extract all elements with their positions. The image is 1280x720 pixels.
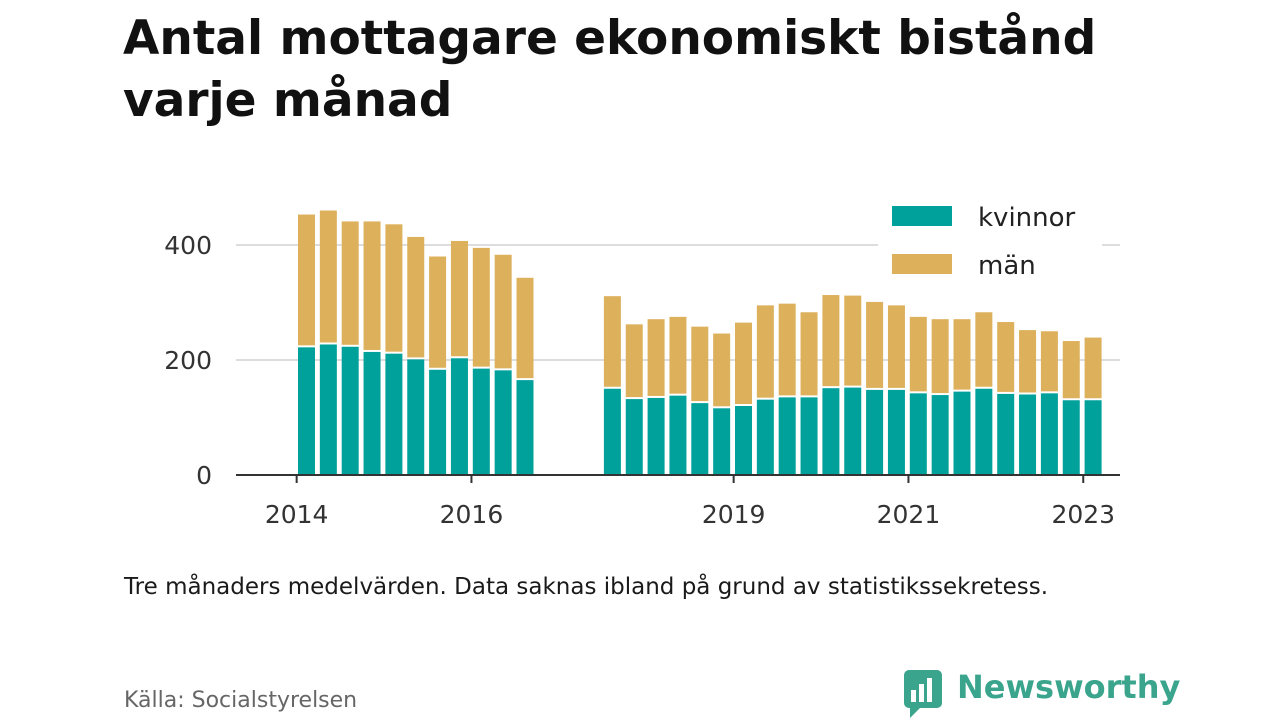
legend-swatch-man: [892, 254, 952, 274]
bar-kvinnor: [407, 359, 425, 475]
bar-kvinnor: [1084, 400, 1102, 475]
bar-man: [975, 312, 993, 387]
bar-man: [713, 333, 731, 407]
bar-kvinnor: [450, 358, 468, 475]
source-label: Källa: Socialstyrelsen: [124, 688, 358, 713]
bar-kvinnor: [472, 368, 490, 475]
y-tick-label: 0: [196, 461, 212, 490]
bar-kvinnor: [931, 395, 949, 475]
bar-man: [800, 312, 818, 396]
y-tick-label: 400: [164, 231, 212, 260]
x-tick-label: 2014: [265, 500, 329, 529]
bar-man: [450, 240, 468, 357]
bar-kvinnor: [866, 389, 884, 475]
bar-kvinnor: [669, 395, 687, 475]
bar-man: [1062, 341, 1080, 399]
bar-man: [756, 305, 774, 398]
bar-man: [953, 319, 971, 390]
bar-kvinnor: [975, 388, 993, 475]
bar-kvinnor: [800, 397, 818, 475]
bar-man: [429, 256, 447, 368]
axes: 0 200 400 2014 2016 2019 2021 2023: [164, 231, 1120, 529]
bar-kvinnor: [625, 399, 643, 475]
bar-kvinnor: [953, 391, 971, 475]
bar-kvinnor: [516, 380, 534, 475]
bar-series: [298, 210, 1102, 475]
bar-man: [691, 326, 709, 402]
bar-man: [319, 210, 337, 343]
bar-man: [931, 319, 949, 394]
x-tick-label: 2021: [877, 500, 941, 529]
chart-note: Tre månaders medelvärden. Data saknas ib…: [124, 574, 1049, 600]
bar-kvinnor: [385, 353, 403, 475]
bar-man: [472, 247, 490, 367]
chart-title: Antal mottagare ekonomiskt bistånd varje…: [123, 11, 1097, 128]
bar-man: [778, 303, 796, 396]
bar-kvinnor: [298, 347, 315, 475]
bar-kvinnor: [1062, 400, 1080, 475]
bar-kvinnor: [778, 397, 796, 475]
bar-kvinnor: [603, 388, 621, 475]
legend-label-man: män: [978, 251, 1036, 281]
bar-kvinnor: [319, 344, 337, 475]
bar-kvinnor: [691, 403, 709, 475]
bar-man: [887, 305, 905, 388]
bar-kvinnor: [341, 346, 359, 475]
y-tick-label: 200: [164, 346, 212, 375]
bar-man: [298, 214, 315, 346]
bar-kvinnor: [429, 369, 447, 475]
bar-man: [603, 296, 621, 387]
bar-man: [363, 221, 381, 350]
bar-kvinnor: [363, 351, 381, 475]
legend-label-kvinnor: kvinnor: [978, 203, 1076, 233]
bar-man: [625, 324, 643, 398]
bar-man: [407, 236, 425, 358]
bar-man: [1019, 330, 1037, 393]
bar-kvinnor: [735, 406, 752, 475]
bar-man: [735, 322, 752, 404]
bar-kvinnor: [1019, 394, 1037, 475]
bar-man: [1040, 331, 1058, 392]
stacked-bar-chart: 0 200 400 2014 2016 2019 2021 2023 kvinnor män: [164, 196, 1120, 529]
bar-kvinnor: [887, 389, 905, 475]
bar-kvinnor: [494, 370, 512, 475]
bar-kvinnor: [647, 397, 665, 475]
bar-kvinnor: [844, 387, 862, 475]
x-tick-label: 2019: [702, 500, 766, 529]
bar-man: [909, 316, 927, 392]
bar-kvinnor: [1040, 393, 1058, 475]
bar-kvinnor: [822, 388, 840, 475]
bar-kvinnor: [756, 399, 774, 475]
x-tick-label: 2023: [1051, 500, 1115, 529]
bar-man: [1084, 337, 1102, 399]
bar-man: [647, 319, 665, 396]
bar-man: [385, 224, 403, 352]
bar-man: [494, 254, 512, 369]
bar-man: [822, 295, 840, 387]
brand-name: Newsworthy: [957, 668, 1181, 706]
legend-swatch-kvinnor: [892, 206, 952, 226]
bar-man: [997, 322, 1015, 392]
newsworthy-logo-icon: [904, 670, 942, 718]
bar-man: [341, 221, 359, 345]
bar-kvinnor: [997, 393, 1015, 475]
bar-man: [866, 301, 884, 388]
bar-kvinnor: [713, 408, 731, 475]
bar-kvinnor: [909, 393, 927, 475]
bar-man: [516, 277, 534, 379]
bar-man: [844, 295, 862, 386]
legend: kvinnor män: [878, 196, 1102, 288]
bar-man: [669, 316, 687, 394]
x-tick-label: 2016: [440, 500, 504, 529]
